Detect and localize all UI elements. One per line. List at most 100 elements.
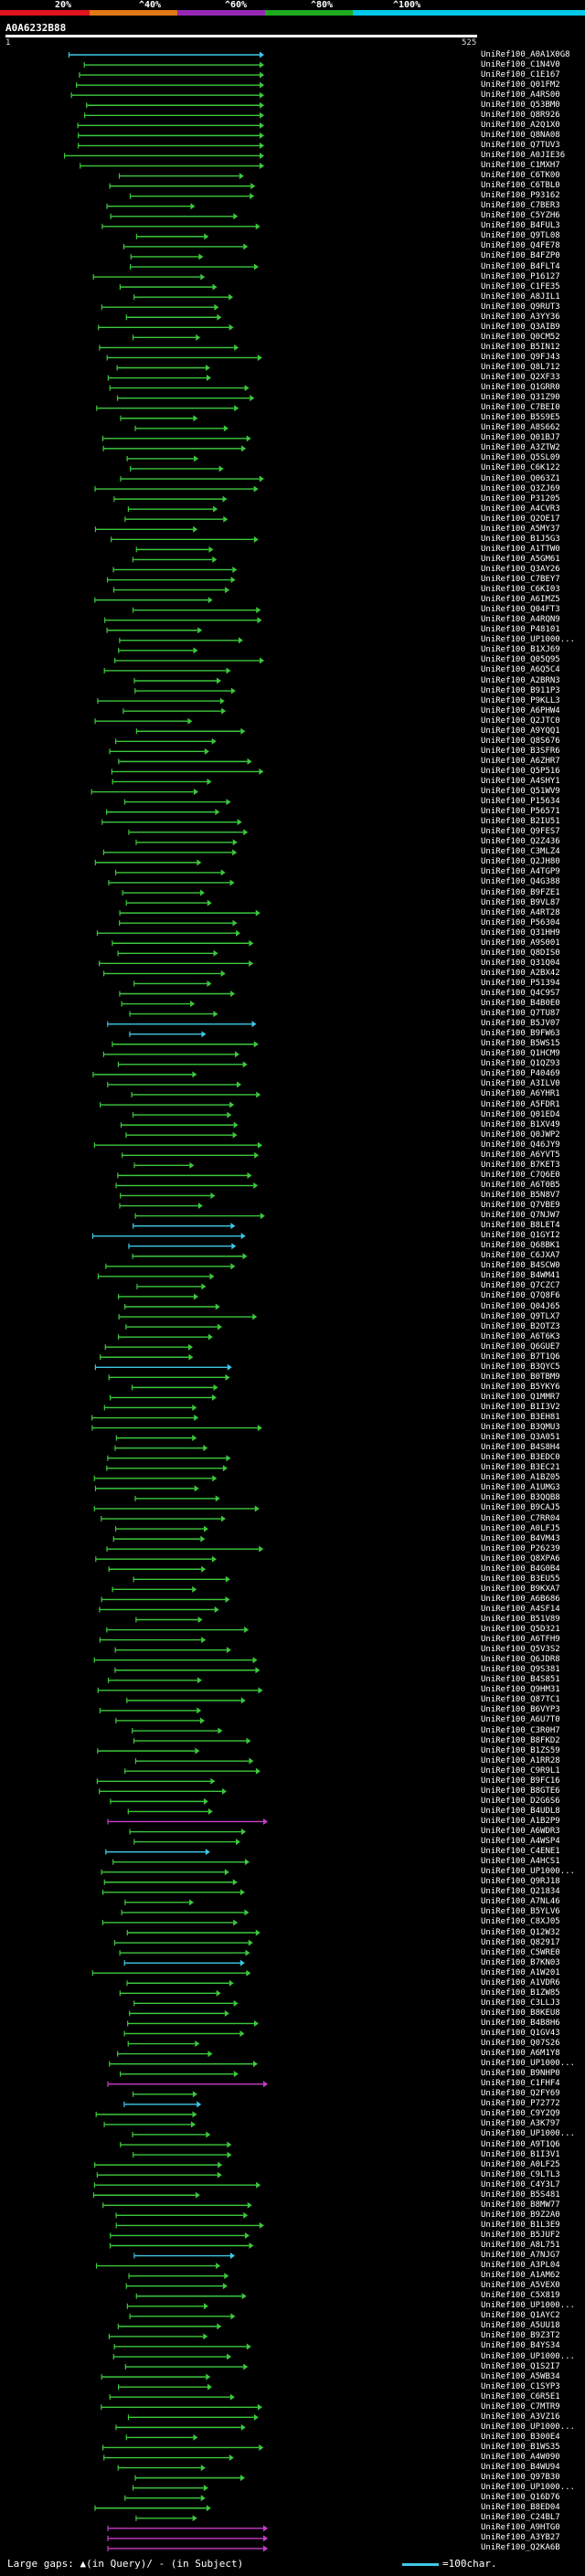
hit-label[interactable]: UniRef100_B4FZP0: [481, 251, 560, 261]
hit-label[interactable]: UniRef100_A9S001: [481, 938, 560, 948]
hit-label[interactable]: UniRef100_B5JV07: [481, 1019, 560, 1029]
hit-label[interactable]: UniRef100_Q87TC1: [481, 1695, 560, 1705]
hit-label[interactable]: UniRef100_A4SF14: [481, 1604, 560, 1614]
hit-label[interactable]: UniRef100_Q6JDR8: [481, 1655, 560, 1665]
hit-label[interactable]: UniRef100_A4WSP4: [481, 1837, 560, 1847]
hit-label[interactable]: UniRef100_A5MY37: [481, 524, 560, 534]
hit-label[interactable]: UniRef100_Q1S2I7: [481, 2361, 560, 2371]
hit-label[interactable]: UniRef100_B4B0E0: [481, 999, 560, 1009]
hit-label[interactable]: UniRef100_B5JUF2: [481, 2230, 560, 2240]
hit-label[interactable]: UniRef100_Q063Z1: [481, 473, 560, 483]
hit-label[interactable]: UniRef100_B9Z3T2: [481, 2331, 560, 2341]
hit-label[interactable]: UniRef100_Q5SL09: [481, 453, 560, 463]
hit-label[interactable]: UniRef100_Q82917: [481, 1937, 560, 1947]
hit-label[interactable]: UniRef100_Q1QZ93: [481, 1059, 560, 1069]
hit-label[interactable]: UniRef100_C7BER3: [481, 201, 560, 211]
hit-label[interactable]: UniRef100_A4RS00: [481, 90, 560, 100]
hit-label[interactable]: UniRef100_C9LTL3: [481, 2169, 560, 2179]
hit-label[interactable]: UniRef100_Q9FJ43: [481, 352, 560, 362]
hit-label[interactable]: UniRef100_B1I3V2: [481, 1402, 560, 1412]
hit-label[interactable]: UniRef100_A6WDR3: [481, 1827, 560, 1837]
hit-label[interactable]: UniRef100_Q3AIB9: [481, 322, 560, 332]
hit-label[interactable]: UniRef100_P72772: [481, 2099, 560, 2109]
hit-label[interactable]: UniRef100_Q04FT3: [481, 605, 560, 615]
hit-label[interactable]: UniRef100_B4WU94: [481, 2463, 560, 2473]
hit-label[interactable]: UniRef100_C5X819: [481, 2291, 560, 2301]
hit-label[interactable]: UniRef100_B5YLV6: [481, 1907, 560, 1917]
hit-label[interactable]: UniRef100_B8FKD2: [481, 1735, 560, 1745]
hit-label[interactable]: UniRef100_C1MXH7: [481, 161, 560, 171]
hit-label[interactable]: UniRef100_B9Z2A0: [481, 2210, 560, 2220]
hit-label[interactable]: UniRef100_UP1000...: [481, 1867, 575, 1877]
hit-label[interactable]: UniRef100_A5UU18: [481, 2321, 560, 2331]
hit-label[interactable]: UniRef100_Q2FY69: [481, 2089, 560, 2099]
hit-label[interactable]: UniRef100_A6TFH9: [481, 1635, 560, 1645]
hit-label[interactable]: UniRef100_Q4G388: [481, 877, 560, 887]
hit-label[interactable]: UniRef100_A2BX42: [481, 968, 560, 978]
hit-label[interactable]: UniRef100_Q8S676: [481, 736, 560, 746]
hit-label[interactable]: UniRef100_B3QQB8: [481, 1493, 560, 1503]
hit-label[interactable]: UniRef100_A1AM62: [481, 2271, 560, 2281]
hit-label[interactable]: UniRef100_B8KEU8: [481, 2008, 560, 2018]
hit-label[interactable]: UniRef100_Q7NJW7: [481, 1211, 560, 1221]
hit-label[interactable]: UniRef100_A6B686: [481, 1594, 560, 1604]
hit-label[interactable]: UniRef100_B4WM41: [481, 1271, 560, 1281]
hit-label[interactable]: UniRef100_Q8R926: [481, 110, 560, 120]
hit-label[interactable]: UniRef100_A4CVR3: [481, 504, 560, 514]
hit-label[interactable]: UniRef100_Q07S26: [481, 2039, 560, 2049]
hit-label[interactable]: UniRef100_P93162: [481, 191, 560, 201]
hit-label[interactable]: UniRef100_Q51WV9: [481, 787, 560, 797]
hit-label[interactable]: UniRef100_B9FW63: [481, 1029, 560, 1039]
hit-label[interactable]: UniRef100_Q7TUV3: [481, 140, 560, 150]
hit-label[interactable]: UniRef100_A6YVT5: [481, 1150, 560, 1160]
hit-label[interactable]: UniRef100_B8MW77: [481, 2200, 560, 2210]
hit-label[interactable]: UniRef100_P15634: [481, 797, 560, 807]
hit-label[interactable]: UniRef100_UP1000...: [481, 635, 575, 645]
hit-label[interactable]: UniRef100_A0LFJ5: [481, 1523, 560, 1533]
hit-label[interactable]: UniRef100_Q21834: [481, 1887, 560, 1897]
hit-label[interactable]: UniRef100_Q53BM0: [481, 100, 560, 110]
hit-label[interactable]: UniRef100_A3PL04: [481, 2261, 560, 2271]
hit-label[interactable]: UniRef100_Q31HH9: [481, 928, 560, 938]
hit-label[interactable]: UniRef100_P51394: [481, 978, 560, 988]
hit-label[interactable]: UniRef100_A1TTW0: [481, 544, 560, 554]
hit-label[interactable]: UniRef100_UP1000...: [481, 2483, 575, 2493]
hit-label[interactable]: UniRef100_B4YS34: [481, 2341, 560, 2351]
hit-label[interactable]: UniRef100_C3MLZ4: [481, 847, 560, 857]
hit-label[interactable]: UniRef100_Q1MMR7: [481, 1392, 560, 1402]
hit-label[interactable]: UniRef100_A6T6K3: [481, 1331, 560, 1341]
hit-label[interactable]: UniRef100_A1UMG3: [481, 1483, 560, 1493]
hit-label[interactable]: UniRef100_A6IMZ5: [481, 595, 560, 605]
hit-label[interactable]: UniRef100_C7BEI0: [481, 403, 560, 413]
hit-label[interactable]: UniRef100_C9R9L1: [481, 1765, 560, 1776]
hit-label[interactable]: UniRef100_A4TGP9: [481, 867, 560, 877]
hit-label[interactable]: UniRef100_D2G6S6: [481, 1796, 560, 1806]
hit-label[interactable]: UniRef100_A5VEX0: [481, 2281, 560, 2291]
hit-label[interactable]: UniRef100_C6K122: [481, 463, 560, 473]
hit-label[interactable]: UniRef100_UP1000...: [481, 2422, 575, 2432]
hit-label[interactable]: UniRef100_A3YB27: [481, 2533, 560, 2543]
hit-label[interactable]: UniRef100_C7RR04: [481, 1513, 560, 1523]
hit-label[interactable]: UniRef100_Q01ED4: [481, 1109, 560, 1119]
hit-label[interactable]: UniRef100_Q1GV43: [481, 2028, 560, 2038]
hit-label[interactable]: UniRef100_Q5V3S2: [481, 1645, 560, 1655]
hit-label[interactable]: UniRef100_B4FLT4: [481, 261, 560, 271]
hit-label[interactable]: UniRef100_B1XV49: [481, 1119, 560, 1129]
hit-label[interactable]: UniRef100_Q1GRR0: [481, 383, 560, 393]
hit-label[interactable]: UniRef100_B9KXA7: [481, 1584, 560, 1594]
hit-label[interactable]: UniRef100_Q1HCM9: [481, 1049, 560, 1059]
hit-label[interactable]: UniRef100_P48101: [481, 625, 560, 635]
hit-label[interactable]: UniRef100_C24BL7: [481, 2513, 560, 2523]
hit-label[interactable]: UniRef100_B5WS15: [481, 1039, 560, 1049]
hit-label[interactable]: UniRef100_Q9S381: [481, 1665, 560, 1675]
hit-label[interactable]: UniRef100_Q9TL08: [481, 231, 560, 241]
hit-label[interactable]: UniRef100_B1I3V1: [481, 2149, 560, 2159]
hit-label[interactable]: UniRef100_A0LF25: [481, 2159, 560, 2169]
hit-label[interactable]: UniRef100_P16127: [481, 271, 560, 281]
hit-label[interactable]: UniRef100_B5N8V7: [481, 1190, 560, 1200]
hit-label[interactable]: UniRef100_Q04J65: [481, 1301, 560, 1311]
hit-label[interactable]: UniRef100_B3EU55: [481, 1574, 560, 1584]
hit-label[interactable]: UniRef100_B4S8H4: [481, 1443, 560, 1453]
hit-label[interactable]: UniRef100_A5FDR1: [481, 1099, 560, 1109]
hit-label[interactable]: UniRef100_B5S9E5: [481, 413, 560, 423]
